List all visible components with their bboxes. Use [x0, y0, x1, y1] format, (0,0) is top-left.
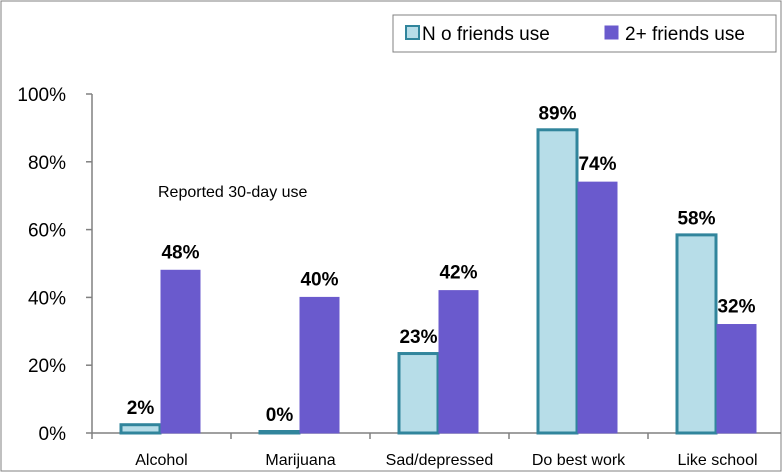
y-tick-label: 80%	[28, 153, 66, 174]
y-tick-label: 20%	[28, 356, 66, 377]
legend-swatch-2plus-friends	[604, 25, 619, 40]
bar	[258, 430, 301, 435]
legend-swatch-no-friends	[405, 25, 420, 40]
category-labels: Alcohol Marijuana Sad/depressed Do best wor…	[135, 452, 757, 469]
y-axis	[86, 93, 93, 434]
data-label: 2%	[127, 398, 155, 419]
bar	[119, 423, 162, 435]
y-tick-label: 100%	[17, 85, 66, 106]
bar	[716, 324, 757, 434]
y-tick-label: 60%	[28, 221, 66, 242]
legend-label-2plus-friends: 2+ friends use	[625, 24, 745, 45]
bar	[438, 290, 479, 434]
y-tick-label: 40%	[28, 288, 66, 309]
data-label: 48%	[161, 242, 199, 263]
chart-annotation: Reported 30-day use	[158, 184, 308, 201]
legend: N o friends use 2+ friends use	[392, 14, 777, 53]
bar	[577, 181, 618, 434]
bar	[675, 233, 718, 435]
data-label: 89%	[538, 103, 576, 124]
bar	[160, 269, 201, 434]
data-label: 32%	[717, 297, 755, 318]
category-label: Marijuana	[265, 452, 335, 469]
value-labels: 2% 0% 23% 89% 58% 48% 40% 42% 74% 32%	[127, 103, 756, 426]
category-label: Do best work	[532, 452, 626, 469]
bars	[119, 128, 757, 435]
legend-label-no-friends: N o friends use	[422, 24, 550, 45]
data-label: 74%	[578, 154, 616, 175]
data-label: 23%	[399, 327, 437, 348]
bar	[397, 352, 440, 435]
legend-box	[392, 14, 777, 53]
category-label: Sad/depressed	[386, 452, 494, 469]
data-label: 58%	[677, 208, 715, 229]
y-tick-labels: 0% 20% 40% 60% 80% 100%	[17, 85, 66, 445]
data-label: 42%	[439, 263, 477, 284]
category-label: Like school	[677, 452, 757, 469]
data-label: 0%	[266, 405, 294, 426]
category-label: Alcohol	[135, 452, 187, 469]
bar	[299, 296, 340, 434]
data-label: 40%	[300, 269, 338, 290]
bar	[536, 128, 579, 435]
y-tick-label: 0%	[39, 424, 67, 445]
